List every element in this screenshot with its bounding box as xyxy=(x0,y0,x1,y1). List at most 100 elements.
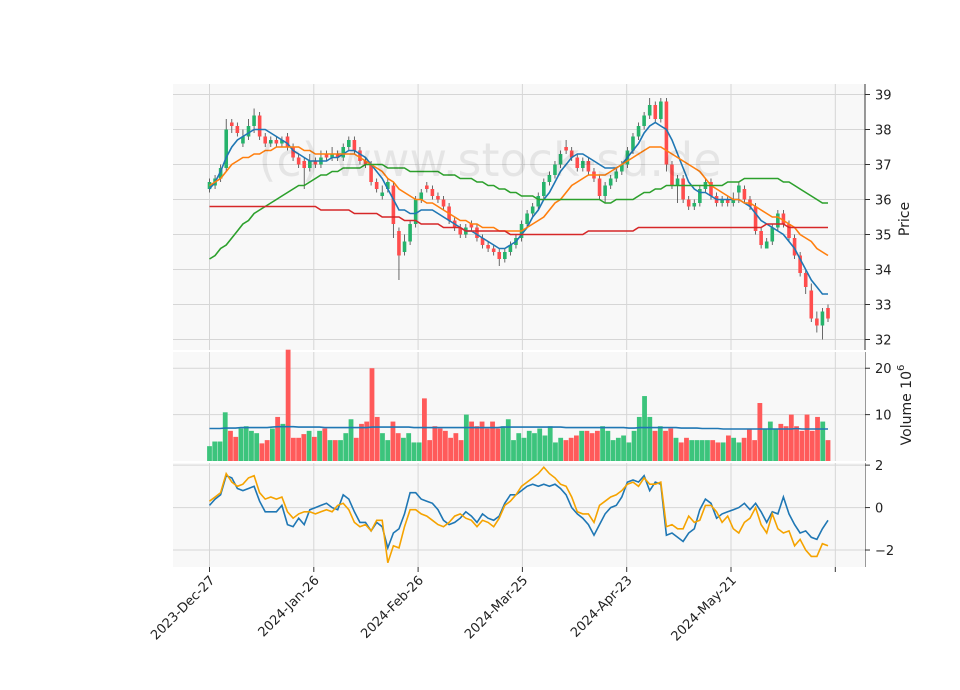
volume-bar xyxy=(746,428,752,461)
volume-bar xyxy=(537,428,543,461)
volume-bar xyxy=(338,440,343,461)
volume-bar xyxy=(663,430,668,461)
x-tick-label: 2024-May-21 xyxy=(669,573,740,644)
volume-bar xyxy=(484,428,490,461)
oscillator-tick-label: 0 xyxy=(875,502,883,517)
candle-up xyxy=(620,164,624,172)
candle-down xyxy=(759,231,763,245)
volume-average-line xyxy=(209,425,828,430)
candle-down xyxy=(296,157,301,165)
price-tick-label: 33 xyxy=(875,299,892,314)
price-background xyxy=(173,84,865,350)
volume-bar xyxy=(642,396,647,461)
volume-bar xyxy=(359,423,364,461)
volume-bar xyxy=(228,430,233,461)
candle-up xyxy=(525,213,529,224)
volume-bar xyxy=(568,437,574,461)
volume-bar xyxy=(207,446,212,461)
candle-down xyxy=(803,273,808,287)
candle-down xyxy=(229,122,234,126)
candle-down xyxy=(597,178,602,196)
candle-up xyxy=(720,199,724,203)
volume-bar xyxy=(553,442,558,461)
volume-bar xyxy=(511,440,516,461)
candle-down xyxy=(397,231,401,256)
candle-down xyxy=(575,157,580,168)
candle-down xyxy=(425,185,429,189)
volume-bar xyxy=(422,398,427,461)
volume-bar xyxy=(804,414,810,461)
volume-bar xyxy=(809,430,815,461)
candle-up xyxy=(402,241,407,252)
volume-bar xyxy=(589,433,595,461)
volume-bar xyxy=(752,440,758,461)
volume-bar xyxy=(448,437,454,461)
volume-bar xyxy=(820,421,826,461)
price-tick-label: 35 xyxy=(875,229,892,244)
volume-bar xyxy=(385,440,391,461)
volume-bar xyxy=(726,435,731,461)
volume-bar xyxy=(249,430,254,461)
candle-up xyxy=(770,227,775,242)
volume-bar xyxy=(390,421,396,461)
volume-bar xyxy=(285,349,291,461)
candle-up xyxy=(692,203,697,207)
candle-up xyxy=(380,192,385,196)
candle-up xyxy=(508,245,513,252)
candle-down xyxy=(369,164,373,182)
volume-axis-exponent: 6 xyxy=(896,365,907,371)
candle-up xyxy=(542,182,546,196)
volume-bar xyxy=(715,442,721,461)
price-tick-label: 37 xyxy=(875,159,892,174)
volume-bar xyxy=(290,437,296,461)
volume-bar xyxy=(720,442,726,461)
x-tick-label: 2024-Apr-23 xyxy=(568,573,635,640)
watermark: (c) www.stock-sd.de xyxy=(258,133,721,187)
oscillator-tick-label: −2 xyxy=(875,544,894,559)
price-tick-label: 34 xyxy=(875,264,892,279)
candle-down xyxy=(709,182,713,196)
candle-up xyxy=(218,168,223,179)
volume-bar xyxy=(238,428,244,461)
candle-down xyxy=(235,126,240,133)
candle-up xyxy=(530,206,535,214)
volume-bar xyxy=(353,437,359,461)
moving-average-line-4 xyxy=(209,205,828,236)
volume-bar xyxy=(306,430,312,461)
candle-up xyxy=(636,126,641,137)
candle-down xyxy=(436,196,440,200)
candle-down xyxy=(670,164,674,186)
volume-bar xyxy=(600,426,606,461)
volume-bar xyxy=(222,412,228,461)
candle-up xyxy=(698,189,702,203)
volume-bar xyxy=(463,414,469,461)
volume-bar xyxy=(264,440,270,461)
x-tick-label: 2023-Dec-27 xyxy=(148,573,218,643)
oscillator-line-2 xyxy=(209,465,829,564)
candle-down xyxy=(335,154,340,158)
volume-bar xyxy=(710,440,716,461)
volume-bar xyxy=(432,426,438,461)
volume-bar xyxy=(254,433,260,461)
volume-bar xyxy=(296,437,302,461)
volume-bar xyxy=(788,414,794,461)
candle-up xyxy=(581,161,585,168)
volume-axis-title: Volume 106 xyxy=(896,365,915,446)
volume-bar xyxy=(280,423,286,461)
volume-bar xyxy=(757,403,763,461)
x-axis: 2023-Dec-27 2024-Jan-26 2024-Feb-26 2024-Ma… xyxy=(148,567,836,644)
volume-bar xyxy=(636,416,642,461)
volume-bar xyxy=(317,430,322,461)
candle-up xyxy=(608,178,613,186)
volume-bar xyxy=(762,428,768,461)
candle-down xyxy=(725,199,730,203)
volume-bar xyxy=(374,416,380,461)
candle-up xyxy=(737,185,741,193)
volume-bar xyxy=(301,434,307,461)
oscillator-line-1 xyxy=(208,474,829,551)
volume-bar xyxy=(579,430,585,461)
candle-down xyxy=(815,318,819,326)
volume-bar xyxy=(621,435,626,461)
candle-up xyxy=(614,171,619,179)
volume-bar xyxy=(259,443,265,461)
